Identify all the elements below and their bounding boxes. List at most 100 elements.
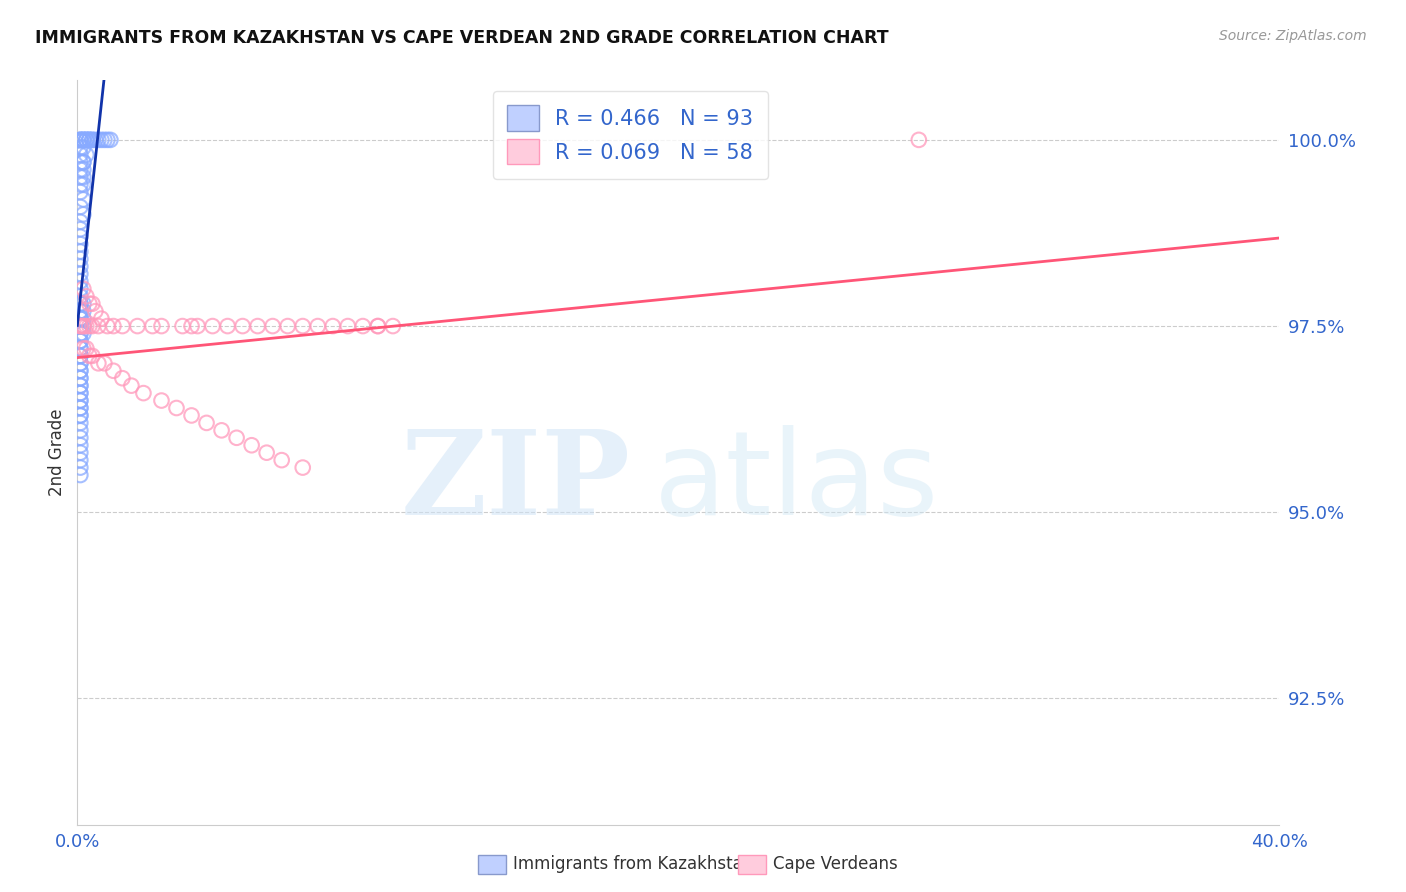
- Point: [69, 289, 91, 303]
- Point: [69, 326, 91, 341]
- Point: [69, 319, 91, 334]
- Point: [69, 416, 91, 430]
- Point: [72, 133, 94, 147]
- Point: [75, 148, 97, 162]
- Point: [75, 342, 97, 356]
- Point: [90, 133, 112, 147]
- Point: [84, 133, 107, 147]
- Point: [352, 319, 374, 334]
- Point: [103, 319, 125, 334]
- Point: [87, 133, 110, 147]
- Point: [69, 267, 91, 281]
- Point: [186, 319, 209, 334]
- Point: [69, 222, 91, 236]
- Point: [322, 319, 344, 334]
- Point: [69, 393, 91, 408]
- Point: [69, 311, 91, 326]
- Point: [225, 431, 247, 445]
- Point: [232, 319, 254, 334]
- Point: [150, 319, 173, 334]
- Point: [908, 133, 931, 147]
- Point: [82, 297, 104, 311]
- Point: [72, 170, 94, 185]
- Point: [69, 356, 91, 370]
- Point: [132, 386, 155, 401]
- Point: [72, 304, 94, 318]
- Point: [201, 319, 224, 334]
- Point: [69, 133, 91, 147]
- Point: [69, 155, 91, 169]
- Point: [69, 200, 91, 214]
- Point: [270, 453, 292, 467]
- Text: atlas: atlas: [654, 425, 939, 540]
- Point: [75, 289, 97, 303]
- Point: [69, 162, 91, 177]
- Point: [367, 319, 389, 334]
- Point: [172, 319, 194, 334]
- Point: [69, 274, 91, 288]
- Point: [69, 319, 91, 334]
- Point: [87, 356, 110, 370]
- Point: [69, 244, 91, 259]
- Point: [69, 334, 91, 348]
- Point: [150, 393, 173, 408]
- Point: [69, 185, 91, 199]
- Point: [69, 386, 91, 401]
- Point: [72, 140, 94, 154]
- Point: [69, 423, 91, 437]
- Point: [69, 170, 91, 185]
- Point: [69, 364, 91, 378]
- Point: [141, 319, 163, 334]
- Point: [72, 162, 94, 177]
- Point: [367, 319, 389, 334]
- Point: [69, 133, 91, 147]
- Point: [69, 431, 91, 445]
- Point: [79, 133, 101, 147]
- Point: [82, 133, 104, 147]
- Point: [69, 140, 91, 154]
- Point: [69, 393, 91, 408]
- Point: [195, 416, 218, 430]
- Point: [69, 468, 91, 483]
- Point: [79, 297, 101, 311]
- Point: [69, 401, 91, 415]
- Point: [69, 446, 91, 460]
- Point: [69, 386, 91, 401]
- Point: [69, 319, 91, 334]
- Point: [111, 371, 134, 385]
- Point: [72, 326, 94, 341]
- Point: [180, 409, 202, 423]
- Point: [79, 133, 101, 147]
- Point: [69, 342, 91, 356]
- Text: IMMIGRANTS FROM KAZAKHSTAN VS CAPE VERDEAN 2ND GRADE CORRELATION CHART: IMMIGRANTS FROM KAZAKHSTAN VS CAPE VERDE…: [35, 29, 889, 46]
- Point: [69, 319, 91, 334]
- Point: [100, 133, 122, 147]
- Point: [90, 311, 112, 326]
- Point: [127, 319, 149, 334]
- Point: [166, 401, 188, 415]
- Point: [93, 356, 115, 370]
- Point: [87, 319, 110, 334]
- Point: [69, 178, 91, 192]
- Point: [111, 319, 134, 334]
- Point: [69, 260, 91, 274]
- Point: [75, 133, 97, 147]
- Point: [69, 371, 91, 385]
- Text: Immigrants from Kazakhstan: Immigrants from Kazakhstan: [513, 855, 754, 873]
- Point: [69, 148, 91, 162]
- Point: [103, 364, 125, 378]
- Point: [336, 319, 359, 334]
- Y-axis label: 2nd Grade: 2nd Grade: [48, 409, 66, 497]
- Point: [82, 349, 104, 363]
- Point: [69, 334, 91, 348]
- Point: [84, 304, 107, 318]
- Point: [69, 378, 91, 392]
- Point: [69, 378, 91, 392]
- Point: [82, 133, 104, 147]
- Point: [72, 319, 94, 334]
- Text: ZIP: ZIP: [401, 425, 630, 540]
- Point: [69, 349, 91, 363]
- Point: [120, 378, 142, 392]
- Point: [82, 319, 104, 334]
- Point: [72, 297, 94, 311]
